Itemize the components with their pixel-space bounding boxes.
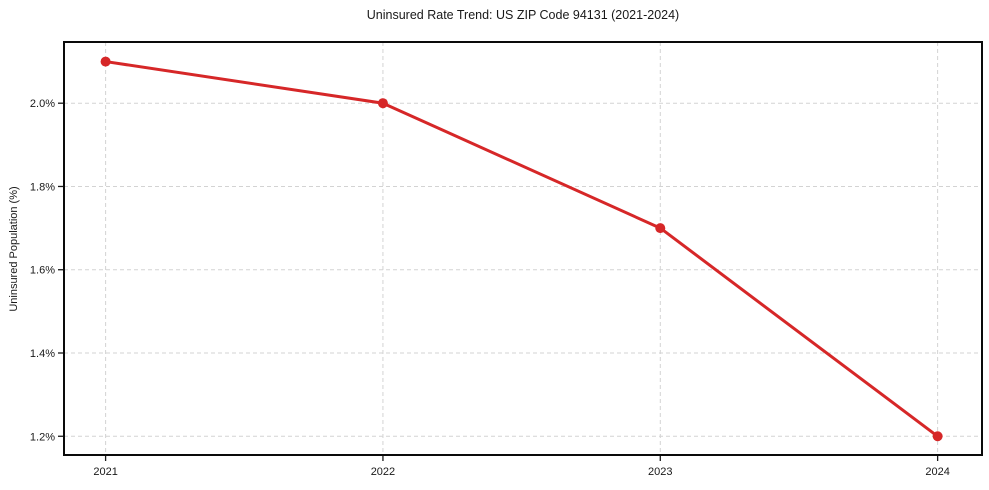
x-tick-label: 2022 bbox=[371, 466, 395, 478]
data-point-2023 bbox=[655, 223, 666, 234]
y-tick-label: 1.6% bbox=[30, 265, 55, 277]
data-point-2022 bbox=[377, 98, 388, 109]
x-tick-label: 2021 bbox=[93, 466, 117, 478]
y-tick-label: 1.8% bbox=[30, 181, 55, 193]
y-tick-label: 1.4% bbox=[30, 348, 55, 360]
data-point-2024 bbox=[932, 431, 943, 442]
chart-title: Uninsured Rate Trend: US ZIP Code 94131 … bbox=[366, 8, 680, 22]
trend-line bbox=[104, 60, 940, 438]
x-tick-label: 2023 bbox=[648, 466, 672, 478]
data-point-2021 bbox=[100, 56, 111, 67]
x-tick-label: 2024 bbox=[925, 466, 949, 478]
y-tick-label: 1.2% bbox=[30, 431, 55, 443]
axes-frame bbox=[63, 41, 983, 456]
y-tick-label: 2.0% bbox=[30, 98, 55, 110]
